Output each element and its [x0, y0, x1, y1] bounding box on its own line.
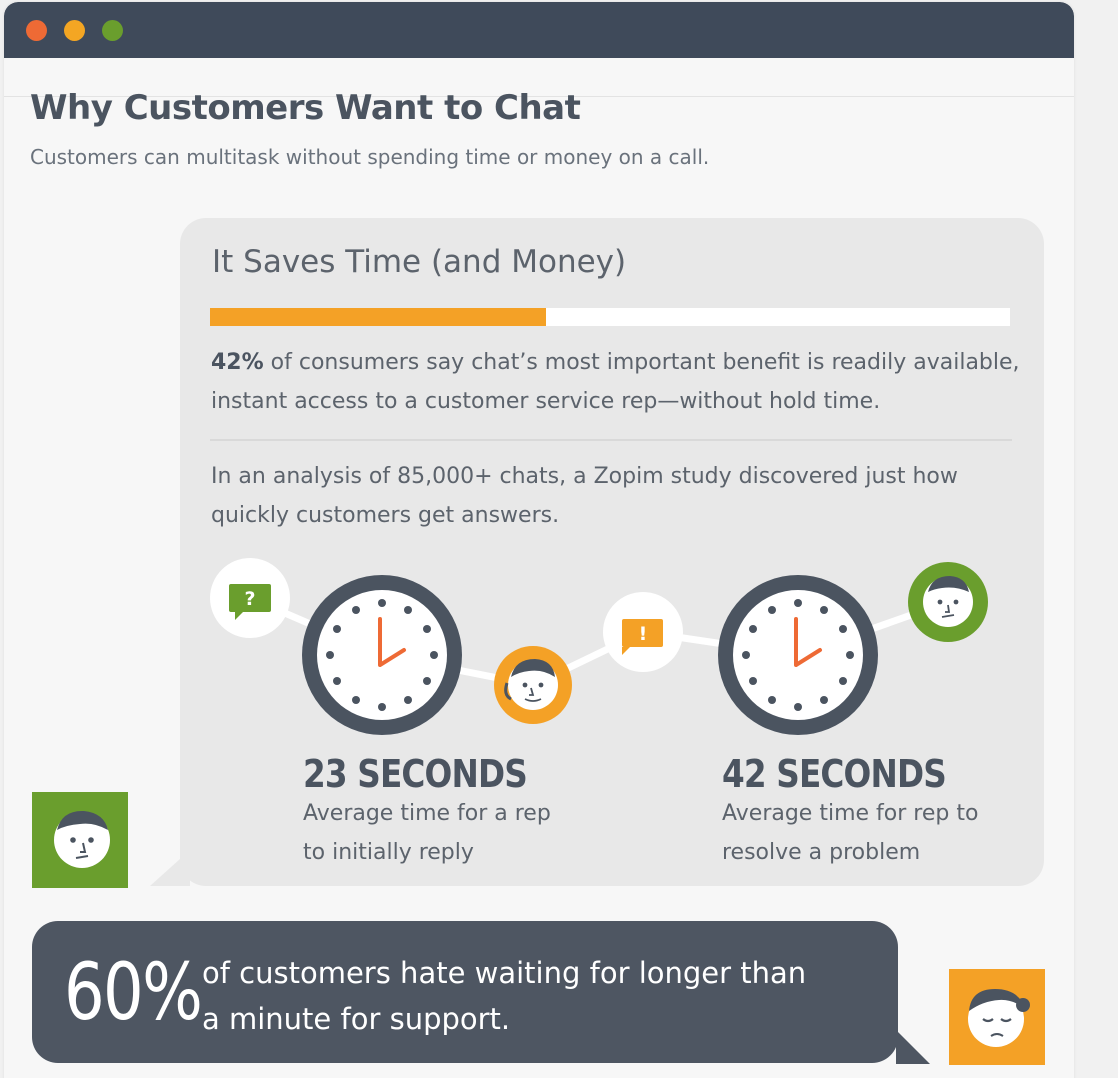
clock-icon	[718, 575, 878, 735]
benefit-paragraph: 42% of consumers say chat’s most importa…	[211, 343, 1031, 421]
customer-avatar-icon	[32, 792, 128, 888]
banner-text: of customers hate waiting for longer tha…	[202, 956, 807, 1036]
percent-progress-fill	[210, 308, 546, 326]
exclaim-glyph: !	[639, 623, 648, 645]
question-bubble-icon: ?	[210, 558, 290, 638]
resolve-time-description: Average time for rep to resolve a proble…	[722, 801, 979, 865]
study-paragraph: In an analysis of 85,000+ chats, a Zopim…	[211, 464, 958, 528]
rep-face-icon	[494, 646, 572, 724]
page-title: Why Customers Want to Chat	[30, 88, 581, 128]
percent-progress-bar	[210, 308, 1010, 326]
maximize-window-button[interactable]	[102, 20, 123, 41]
window-titlebar	[4, 2, 1074, 58]
benefit-text: of consumers say chat’s most important b…	[211, 350, 1020, 414]
reply-time-description: Average time for a rep to initially repl…	[303, 801, 551, 865]
banner-speech-tail	[896, 1030, 930, 1064]
close-window-button[interactable]	[26, 20, 47, 41]
minimize-window-button[interactable]	[64, 20, 85, 41]
card-divider	[210, 439, 1012, 441]
header-divider	[4, 96, 1074, 97]
wait-time-banner	[32, 921, 898, 1063]
page-subtitle: Customers can multitask without spending…	[30, 145, 710, 169]
saves-time-card	[180, 218, 1044, 886]
clock-icon	[302, 575, 462, 735]
exclaim-bubble-icon: !	[603, 592, 683, 672]
benefit-percent: 42%	[211, 350, 264, 375]
resolve-time-value: 42 SECONDS	[722, 752, 947, 796]
card-title: It Saves Time (and Money)	[212, 244, 627, 280]
rep-avatar-icon	[949, 969, 1045, 1065]
question-glyph: ?	[244, 588, 255, 610]
reply-time-value: 23 SECONDS	[303, 752, 528, 796]
customer-face-icon	[908, 562, 988, 642]
banner-percent: 60%	[64, 948, 203, 1038]
